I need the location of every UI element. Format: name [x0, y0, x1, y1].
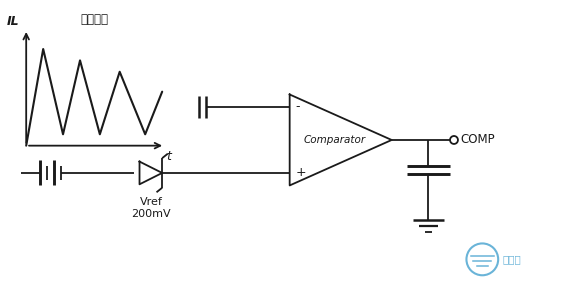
Text: Comparator: Comparator: [304, 135, 366, 145]
Text: 日月辰: 日月辰: [502, 254, 521, 264]
Text: COMP: COMP: [461, 133, 495, 146]
Text: Vref
200mV: Vref 200mV: [131, 197, 170, 219]
Text: t: t: [166, 150, 171, 163]
Text: -: -: [295, 100, 300, 113]
Text: IL: IL: [7, 15, 19, 28]
Text: 电感电流: 电感电流: [80, 13, 108, 26]
Text: +: +: [295, 166, 306, 179]
